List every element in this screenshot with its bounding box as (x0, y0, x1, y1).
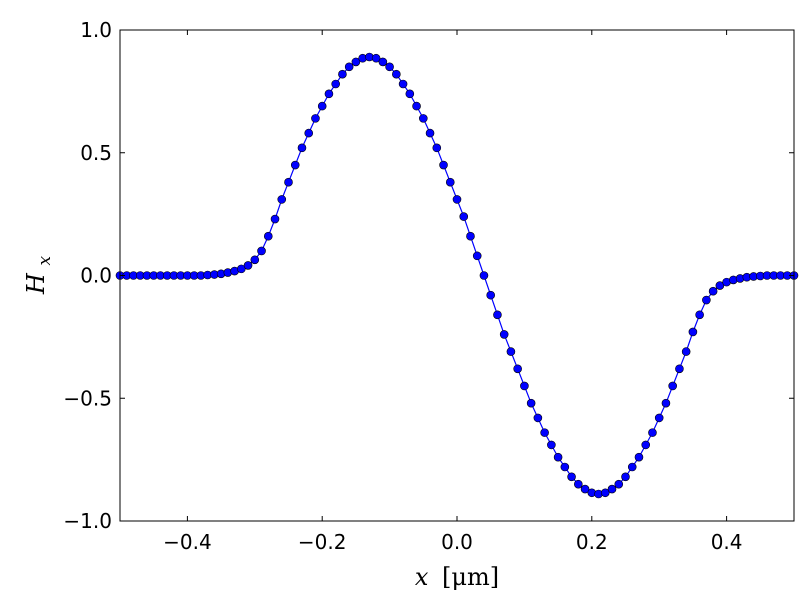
x-tick-label: 0.4 (711, 530, 743, 554)
data-point (371, 53, 381, 63)
y-axis-label: H x (22, 256, 55, 296)
y-tick-label: 0.5 (80, 141, 112, 165)
data-point (607, 484, 617, 494)
x-tick-label: −0.4 (163, 530, 212, 554)
y-tick-label: −0.5 (63, 386, 112, 410)
data-point (688, 327, 698, 337)
data-point (493, 310, 502, 320)
x-tick-label: 0.0 (441, 530, 473, 554)
data-point (702, 295, 711, 305)
data-point (452, 195, 462, 204)
data-point (338, 69, 347, 79)
data-point (708, 286, 718, 296)
data-point (237, 264, 246, 274)
data-point (445, 177, 455, 187)
data-point (432, 143, 442, 153)
data-point (661, 398, 671, 408)
data-point (648, 428, 657, 437)
data-point (600, 488, 610, 498)
data-point (513, 364, 522, 374)
data-point (681, 347, 691, 356)
data-point (398, 79, 408, 89)
data-point (351, 57, 361, 67)
data-point (270, 214, 280, 224)
data-point (621, 472, 630, 482)
y-tick-label: 0.0 (80, 264, 112, 288)
data-point (472, 251, 482, 261)
data-point (567, 472, 576, 482)
data-point (297, 143, 307, 153)
data-point (439, 160, 448, 170)
data-point (277, 195, 287, 204)
plot-layer (115, 52, 799, 499)
data-point (560, 462, 570, 472)
data-point (675, 364, 684, 374)
tick-layer: −0.4 −0.2 0.0 0.2 0.4 −1.0 −0.5 0.0 0.5 1.0 (63, 18, 794, 554)
data-point (290, 160, 300, 170)
data-point (257, 246, 266, 256)
data-point (263, 231, 273, 241)
x-axis-label-variable: x (415, 563, 429, 591)
data-point (331, 79, 340, 89)
data-point (668, 381, 677, 391)
data-point (425, 128, 435, 138)
data-point (378, 57, 388, 67)
data-point (580, 484, 590, 494)
data-point (284, 177, 293, 187)
data-point (385, 62, 394, 72)
x-axis-label: x [μm] (415, 563, 499, 591)
data-point (520, 381, 529, 391)
data-point (466, 231, 475, 241)
data-point (526, 398, 536, 408)
data-point (715, 281, 725, 290)
data-point (574, 479, 583, 489)
y-axis-label-variable: H (22, 272, 50, 295)
data-point (405, 89, 415, 99)
data-point (418, 114, 428, 123)
data-point (553, 452, 563, 462)
data-point (479, 271, 489, 280)
data-point (304, 128, 314, 138)
data-point (392, 69, 401, 79)
data-point (627, 462, 637, 472)
data-point (486, 290, 496, 300)
data-point (634, 452, 644, 462)
data-point (695, 310, 704, 320)
data-point (540, 428, 549, 437)
data-point (641, 440, 651, 450)
data-point (243, 261, 253, 270)
data-point (654, 413, 664, 423)
x-tick-label: −0.2 (298, 530, 347, 554)
data-point (499, 330, 509, 339)
y-tick-label: 1.0 (80, 18, 112, 42)
data-point (506, 347, 516, 356)
data-point (547, 440, 556, 450)
data-point (459, 212, 469, 221)
data-point (344, 62, 354, 72)
data-point (317, 101, 327, 111)
data-point (324, 89, 334, 99)
data-point (614, 479, 624, 489)
x-tick-label: 0.2 (576, 530, 608, 554)
data-point (412, 101, 421, 111)
y-tick-label: −1.0 (63, 509, 112, 533)
y-axis-label-subscript: x (35, 256, 55, 266)
data-point (311, 114, 320, 123)
data-point (533, 413, 543, 423)
data-point (250, 255, 260, 265)
x-axis-label-unit: [μm] (442, 563, 499, 591)
